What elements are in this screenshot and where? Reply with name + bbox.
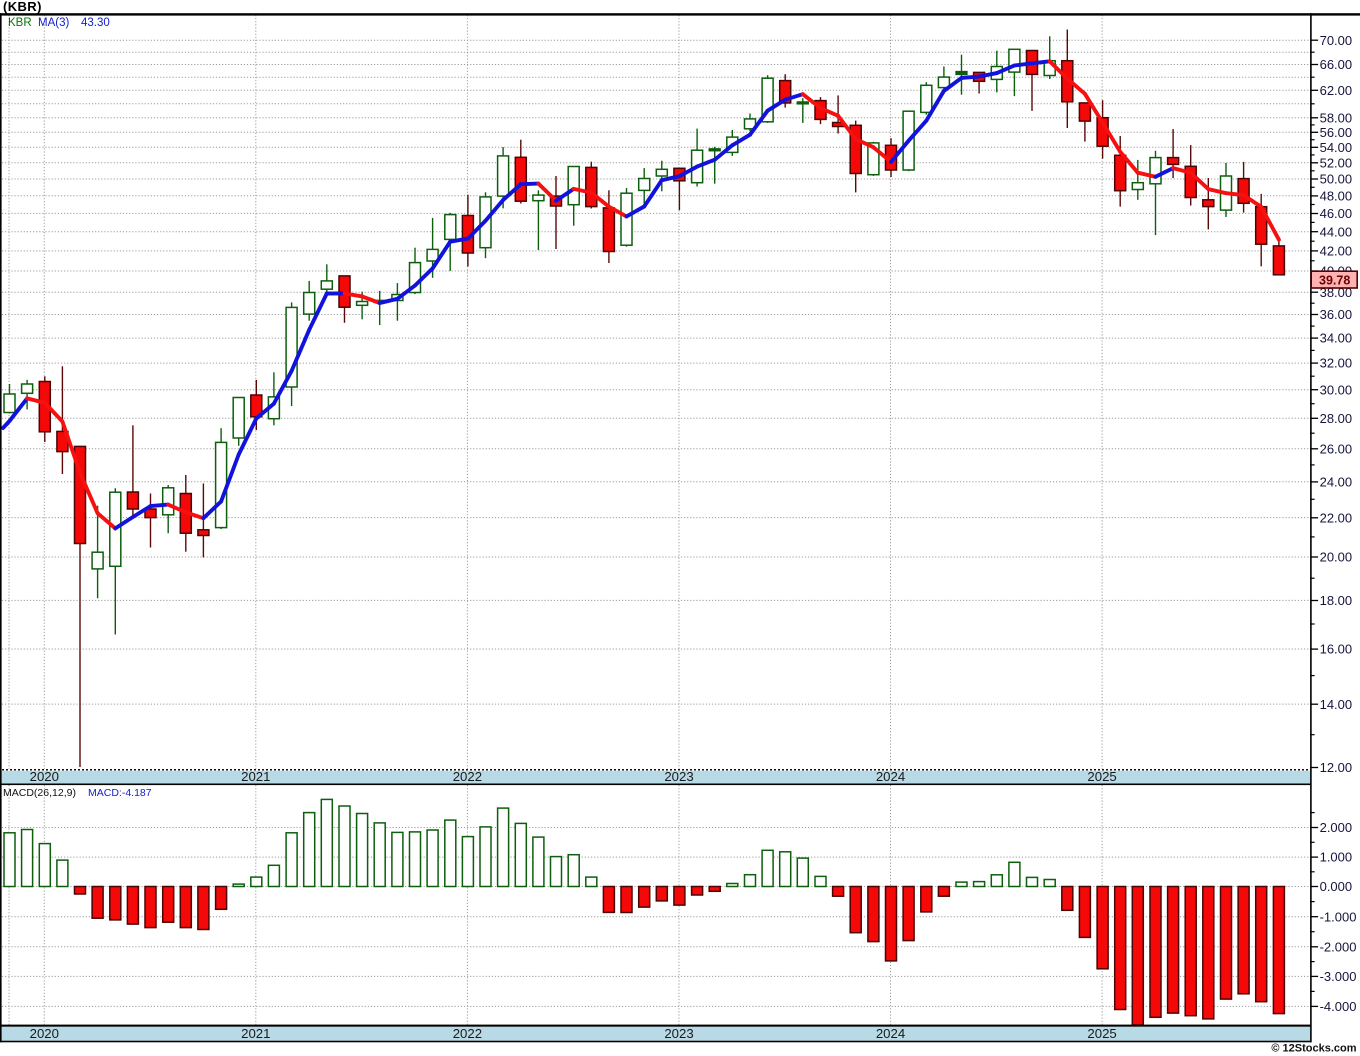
svg-text:2021: 2021 (241, 1026, 270, 1041)
svg-text:22.00: 22.00 (1320, 510, 1353, 525)
svg-text:34.00: 34.00 (1320, 331, 1353, 346)
svg-text:18.00: 18.00 (1320, 593, 1353, 608)
svg-text:20.00: 20.00 (1320, 550, 1353, 565)
svg-text:52.00: 52.00 (1320, 155, 1353, 170)
svg-text:50.00: 50.00 (1320, 172, 1353, 187)
svg-text:24.00: 24.00 (1320, 475, 1353, 490)
svg-text:-4.000: -4.000 (1320, 999, 1357, 1014)
svg-text:28.00: 28.00 (1320, 411, 1353, 426)
svg-text:1.000: 1.000 (1320, 850, 1353, 865)
svg-text:-2.000: -2.000 (1320, 939, 1357, 954)
svg-text:42.00: 42.00 (1320, 244, 1353, 259)
svg-text:66.00: 66.00 (1320, 57, 1353, 72)
svg-text:44.00: 44.00 (1320, 224, 1353, 239)
svg-text:56.00: 56.00 (1320, 125, 1353, 140)
svg-text:16.00: 16.00 (1320, 642, 1353, 657)
svg-text:2025: 2025 (1087, 769, 1116, 784)
svg-text:-3.000: -3.000 (1320, 969, 1357, 984)
svg-text:© 12Stocks.com: © 12Stocks.com (1271, 1043, 1356, 1055)
svg-text:70.00: 70.00 (1320, 33, 1353, 48)
svg-text:KBR: KBR (8, 17, 32, 29)
svg-text:2023: 2023 (664, 1026, 693, 1041)
svg-text:58.00: 58.00 (1320, 110, 1353, 125)
svg-text:2022: 2022 (453, 1026, 482, 1041)
svg-text:MA(3): MA(3) (38, 17, 69, 29)
svg-text:2024: 2024 (876, 1026, 905, 1041)
svg-text:0.000: 0.000 (1320, 879, 1353, 894)
svg-text:46.00: 46.00 (1320, 206, 1353, 221)
svg-text:2022: 2022 (453, 769, 482, 784)
svg-text:2.000: 2.000 (1320, 820, 1353, 835)
svg-text:MACD:-4.187: MACD:-4.187 (88, 787, 152, 799)
svg-text:26.00: 26.00 (1320, 441, 1353, 456)
svg-text:12.00: 12.00 (1320, 760, 1353, 775)
svg-text:2023: 2023 (664, 769, 693, 784)
svg-text:54.00: 54.00 (1320, 140, 1353, 155)
svg-text:MACD(26,12,9): MACD(26,12,9) (3, 787, 76, 799)
svg-text:2020: 2020 (30, 769, 59, 784)
svg-text:48.00: 48.00 (1320, 189, 1353, 204)
svg-text:(KBR): (KBR) (3, 0, 42, 14)
svg-text:-1.000: -1.000 (1320, 909, 1357, 924)
svg-text:43.30: 43.30 (81, 17, 110, 29)
svg-text:62.00: 62.00 (1320, 83, 1353, 98)
svg-text:30.00: 30.00 (1320, 382, 1353, 397)
svg-text:2024: 2024 (876, 769, 905, 784)
svg-text:39.78: 39.78 (1319, 274, 1350, 288)
svg-text:2020: 2020 (30, 1026, 59, 1041)
svg-text:36.00: 36.00 (1320, 307, 1353, 322)
svg-text:2025: 2025 (1087, 1026, 1116, 1041)
svg-text:32.00: 32.00 (1320, 356, 1353, 371)
svg-text:14.00: 14.00 (1320, 697, 1353, 712)
svg-text:2021: 2021 (241, 769, 270, 784)
